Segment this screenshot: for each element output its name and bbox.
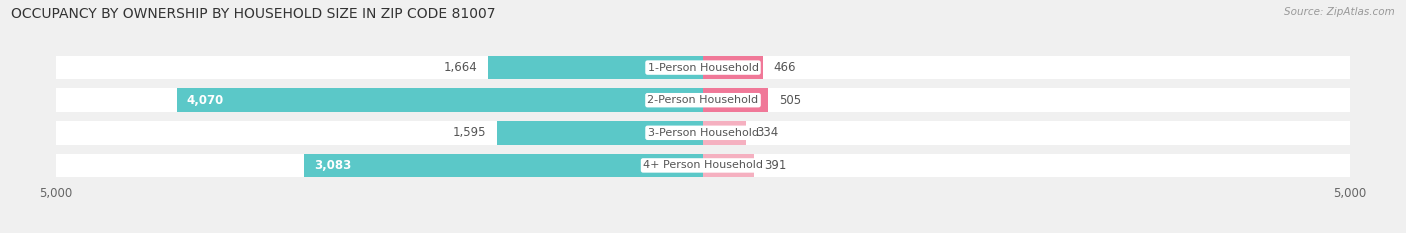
Bar: [703, 121, 1350, 144]
Bar: [703, 154, 1350, 177]
Text: 1,595: 1,595: [453, 126, 486, 139]
Bar: [304, 154, 703, 177]
Text: 3-Person Household: 3-Person Household: [648, 128, 758, 138]
Text: OCCUPANCY BY OWNERSHIP BY HOUSEHOLD SIZE IN ZIP CODE 81007: OCCUPANCY BY OWNERSHIP BY HOUSEHOLD SIZE…: [11, 7, 496, 21]
Bar: [703, 56, 1350, 79]
Text: 391: 391: [763, 159, 786, 172]
Text: Source: ZipAtlas.com: Source: ZipAtlas.com: [1284, 7, 1395, 17]
Bar: [703, 89, 1350, 112]
Bar: [703, 56, 763, 79]
Text: 505: 505: [779, 94, 801, 107]
Bar: [703, 154, 754, 177]
Text: 4+ Person Household: 4+ Person Household: [643, 161, 763, 170]
Bar: [496, 121, 703, 144]
Bar: [703, 121, 747, 144]
Text: 3,083: 3,083: [315, 159, 352, 172]
Text: 2-Person Household: 2-Person Household: [647, 95, 759, 105]
Text: 1,664: 1,664: [444, 61, 478, 74]
Text: 466: 466: [773, 61, 796, 74]
Text: 334: 334: [756, 126, 779, 139]
Text: 4,070: 4,070: [187, 94, 224, 107]
Bar: [488, 56, 703, 79]
Bar: [56, 89, 703, 112]
Bar: [177, 89, 703, 112]
Text: 1-Person Household: 1-Person Household: [648, 63, 758, 72]
Bar: [56, 154, 703, 177]
Bar: [56, 56, 703, 79]
Bar: [703, 89, 768, 112]
Bar: [56, 121, 703, 144]
